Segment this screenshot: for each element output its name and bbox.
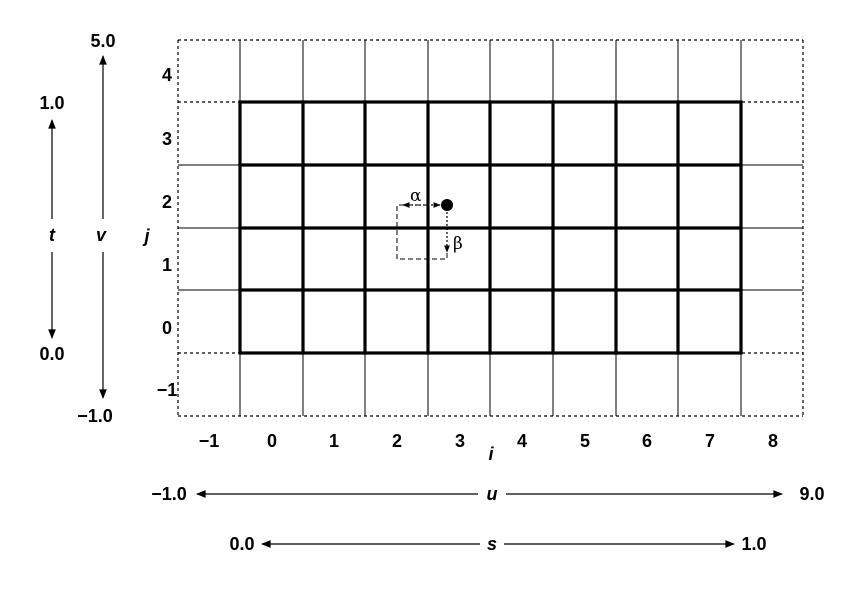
v-axis-bottom: −1.0 bbox=[77, 406, 113, 426]
j-tick: 2 bbox=[162, 192, 172, 212]
v-axis-top: 5.0 bbox=[90, 31, 115, 51]
j-tick: 4 bbox=[162, 65, 172, 85]
i-tick: 0 bbox=[267, 431, 277, 451]
i-tick: 3 bbox=[455, 431, 465, 451]
i-tick-labels: −1 0 1 2 3 4 5 6 7 8 i bbox=[199, 431, 778, 464]
j-axis-label: j bbox=[142, 226, 150, 246]
u-axis-label: u bbox=[487, 484, 498, 504]
texture-region bbox=[238, 100, 743, 355]
v-axis-label: v bbox=[96, 225, 107, 245]
j-tick: 0 bbox=[162, 318, 172, 338]
alpha-label: α bbox=[410, 186, 422, 206]
sample-point-detail: α β bbox=[396, 186, 463, 260]
s-axis-right: 1.0 bbox=[741, 534, 766, 554]
v-axis: 5.0 v −1.0 bbox=[77, 31, 115, 426]
i-tick: 2 bbox=[392, 431, 402, 451]
s-axis-label: s bbox=[487, 534, 497, 554]
u-axis-right: 9.0 bbox=[799, 484, 824, 504]
sample-point bbox=[441, 199, 453, 211]
i-axis-label: i bbox=[488, 444, 494, 464]
t-axis: 1.0 t 0.0 bbox=[39, 93, 64, 364]
j-tick: 1 bbox=[162, 255, 172, 275]
j-tick: 3 bbox=[162, 129, 172, 149]
t-axis-bottom: 0.0 bbox=[39, 344, 64, 364]
j-tick: −1 bbox=[157, 380, 178, 400]
t-axis-label: t bbox=[49, 225, 56, 245]
i-tick: 5 bbox=[580, 431, 590, 451]
j-tick-labels: −1 0 1 2 3 4 j bbox=[142, 65, 177, 400]
i-tick: 1 bbox=[329, 431, 339, 451]
u-axis: −1.0 u 9.0 bbox=[151, 484, 824, 504]
i-tick: 7 bbox=[705, 431, 715, 451]
s-axis: 0.0 s 1.0 bbox=[229, 534, 766, 554]
t-axis-top: 1.0 bbox=[39, 93, 64, 113]
i-tick: 8 bbox=[768, 431, 778, 451]
beta-label: β bbox=[453, 234, 463, 254]
i-tick: 6 bbox=[642, 431, 652, 451]
i-tick: −1 bbox=[199, 431, 220, 451]
i-tick: 4 bbox=[517, 431, 527, 451]
u-axis-left: −1.0 bbox=[151, 484, 187, 504]
s-axis-left: 0.0 bbox=[229, 534, 254, 554]
